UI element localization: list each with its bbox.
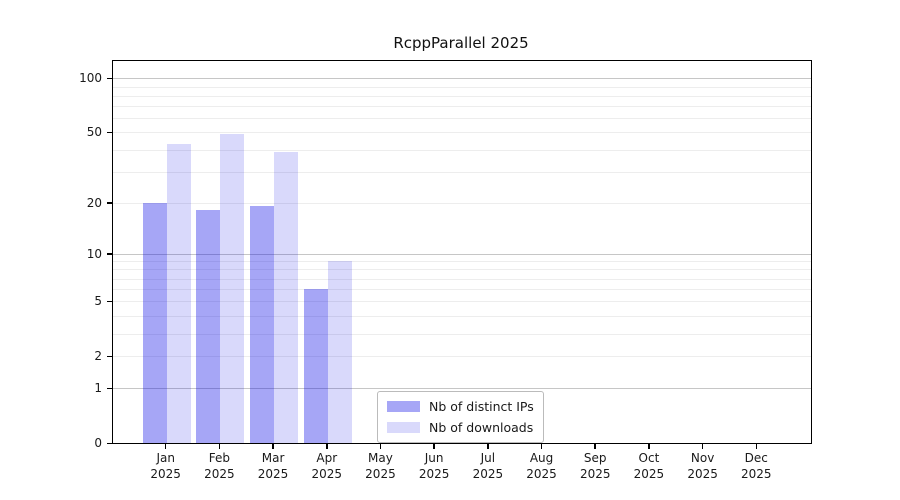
bar-downloads-mar <box>274 151 299 443</box>
x-tick-label-oct: Oct 2025 <box>633 451 665 481</box>
y-tick-mark <box>107 300 112 303</box>
bar-downloads-jan <box>166 144 191 443</box>
x-tick-mark <box>701 443 704 449</box>
legend: Nb of distinct IPs Nb of downloads <box>377 391 544 443</box>
gridline-major <box>113 388 811 390</box>
x-tick-mark <box>164 443 167 449</box>
x-tick-label-nov: Nov 2025 <box>687 451 718 481</box>
x-tick-mark <box>648 443 650 449</box>
gridline-minor <box>113 333 811 335</box>
y-tick-label: 1 <box>94 381 102 396</box>
gridline-major <box>113 78 811 80</box>
chart-title: RcppParallel 2025 <box>393 34 529 52</box>
x-tick-label-sep: Sep 2025 <box>579 451 611 481</box>
x-tick-label-jan: Jan 2025 <box>150 451 181 481</box>
x-tick-mark <box>540 443 543 449</box>
x-tick-label-may: May 2025 <box>365 451 396 481</box>
x-tick-mark <box>433 443 435 449</box>
x-tick-label-feb: Feb 2025 <box>204 451 235 481</box>
legend-swatch-downloads <box>387 422 420 433</box>
y-tick-mark <box>107 202 112 204</box>
gridline-minor <box>113 86 811 88</box>
x-tick-label-aug: Aug 2025 <box>526 451 557 481</box>
gridline-major <box>113 253 811 255</box>
x-tick-mark <box>272 443 274 449</box>
x-tick-mark <box>594 443 596 449</box>
gridline-minor <box>113 95 811 97</box>
y-tick-mark <box>107 442 112 444</box>
y-tick-label: 50 <box>86 125 102 140</box>
gridline-minor <box>113 171 811 173</box>
gridline-minor <box>113 132 811 134</box>
gridline-minor <box>113 106 811 108</box>
y-tick-label: 0 <box>94 436 102 450</box>
legend-item-downloads: Nb of downloads <box>387 419 534 436</box>
bar-downloads-feb <box>220 134 245 443</box>
legend-label-downloads: Nb of downloads <box>429 420 534 435</box>
y-tick-label: 20 <box>86 195 102 210</box>
x-tick-mark <box>379 443 382 449</box>
gridline-minor <box>113 261 811 263</box>
x-tick-label-apr: Apr 2025 <box>311 451 343 481</box>
gridline-minor <box>113 289 811 291</box>
y-tick-mark <box>107 131 112 134</box>
gridline-minor <box>113 315 811 317</box>
gridline-minor <box>113 278 811 280</box>
gridline-minor <box>113 149 811 151</box>
gridline-minor <box>113 118 811 120</box>
x-tick-mark <box>487 443 489 449</box>
x-tick-mark <box>218 443 221 449</box>
x-tick-label-mar: Mar 2025 <box>257 451 289 481</box>
x-tick-label-dec: Dec 2025 <box>741 451 772 481</box>
y-tick-label: 100 <box>79 71 102 86</box>
legend-item-distinct-ips: Nb of distinct IPs <box>387 398 534 415</box>
gridline-minor <box>113 202 811 204</box>
bar-downloads-apr <box>327 261 352 443</box>
y-tick-mark <box>107 253 112 255</box>
x-tick-mark <box>755 443 758 449</box>
y-tick-mark <box>107 77 112 80</box>
bar-distinct-ips-jan <box>142 202 167 443</box>
gridline-minor <box>113 301 811 303</box>
legend-label-distinct-ips: Nb of distinct IPs <box>429 399 534 414</box>
x-tick-label-jun: Jun 2025 <box>418 451 450 481</box>
y-tick-label: 5 <box>94 294 102 309</box>
y-tick-mark <box>107 387 112 390</box>
legend-swatch-distinct-ips <box>387 401 420 412</box>
gridline-minor <box>113 269 811 271</box>
bar-distinct-ips-feb <box>196 210 221 443</box>
bar-distinct-ips-mar <box>250 206 275 443</box>
y-tick-mark <box>107 355 112 358</box>
y-tick-label: 10 <box>86 246 102 261</box>
bar-distinct-ips-apr <box>303 289 328 443</box>
gridline-minor <box>113 356 811 358</box>
x-tick-mark <box>326 443 328 449</box>
x-tick-label-jul: Jul 2025 <box>472 451 504 481</box>
plot-area: Nb of distinct IPs Nb of downloads <box>112 60 812 444</box>
y-tick-label: 2 <box>94 349 102 364</box>
